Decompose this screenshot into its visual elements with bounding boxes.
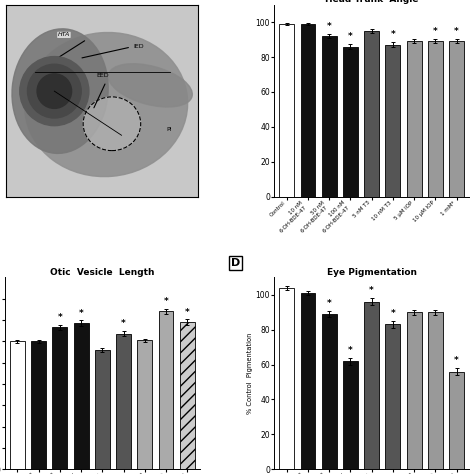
Bar — [407, 41, 421, 197]
Bar — [10, 341, 25, 469]
Text: EED: EED — [96, 73, 109, 78]
Text: *: * — [391, 30, 395, 39]
Bar — [53, 328, 67, 469]
Text: *: * — [79, 309, 83, 318]
Bar — [449, 41, 464, 197]
Circle shape — [20, 56, 89, 126]
Text: *: * — [164, 297, 168, 306]
Text: *: * — [348, 346, 353, 355]
Text: HTA: HTA — [58, 32, 70, 37]
Bar — [301, 293, 316, 469]
Text: *: * — [327, 22, 332, 31]
Bar — [343, 361, 358, 469]
Y-axis label: % Control  Pigmentation: % Control Pigmentation — [246, 333, 253, 414]
Text: IED: IED — [133, 44, 144, 48]
Bar — [279, 288, 294, 469]
Circle shape — [37, 74, 72, 109]
Bar — [95, 350, 110, 469]
Bar — [73, 323, 89, 469]
Text: D: D — [231, 258, 240, 268]
Bar — [279, 24, 294, 197]
Bar — [31, 341, 46, 469]
Bar — [385, 45, 401, 197]
Circle shape — [27, 64, 81, 118]
Bar — [322, 314, 337, 469]
Bar — [364, 302, 379, 469]
Text: *: * — [369, 286, 374, 295]
Text: *: * — [327, 299, 332, 308]
Bar — [116, 334, 131, 469]
Bar — [407, 312, 421, 469]
Title: Otic  Vesicle  Length: Otic Vesicle Length — [50, 267, 155, 276]
Text: PI: PI — [167, 127, 172, 132]
Bar — [301, 24, 316, 197]
Ellipse shape — [12, 29, 108, 154]
Bar — [449, 372, 464, 469]
Bar — [137, 340, 152, 469]
Text: *: * — [454, 27, 459, 36]
Text: *: * — [348, 32, 353, 41]
Text: *: * — [391, 309, 395, 318]
Ellipse shape — [108, 64, 192, 107]
Ellipse shape — [25, 33, 188, 177]
Bar — [364, 31, 379, 197]
Bar — [158, 311, 173, 469]
Bar — [385, 324, 401, 469]
Text: *: * — [433, 27, 438, 36]
Bar — [428, 312, 443, 469]
Text: *: * — [185, 308, 190, 317]
Ellipse shape — [83, 97, 141, 151]
Bar — [428, 41, 443, 197]
Title: Eye Pigmentation: Eye Pigmentation — [327, 267, 417, 276]
Bar — [343, 46, 358, 197]
Text: *: * — [454, 356, 459, 365]
Bar — [322, 36, 337, 197]
Text: *: * — [121, 319, 126, 328]
Title: Head Trunk  Angle: Head Trunk Angle — [325, 0, 419, 4]
Bar — [180, 322, 195, 469]
Text: *: * — [57, 313, 62, 322]
